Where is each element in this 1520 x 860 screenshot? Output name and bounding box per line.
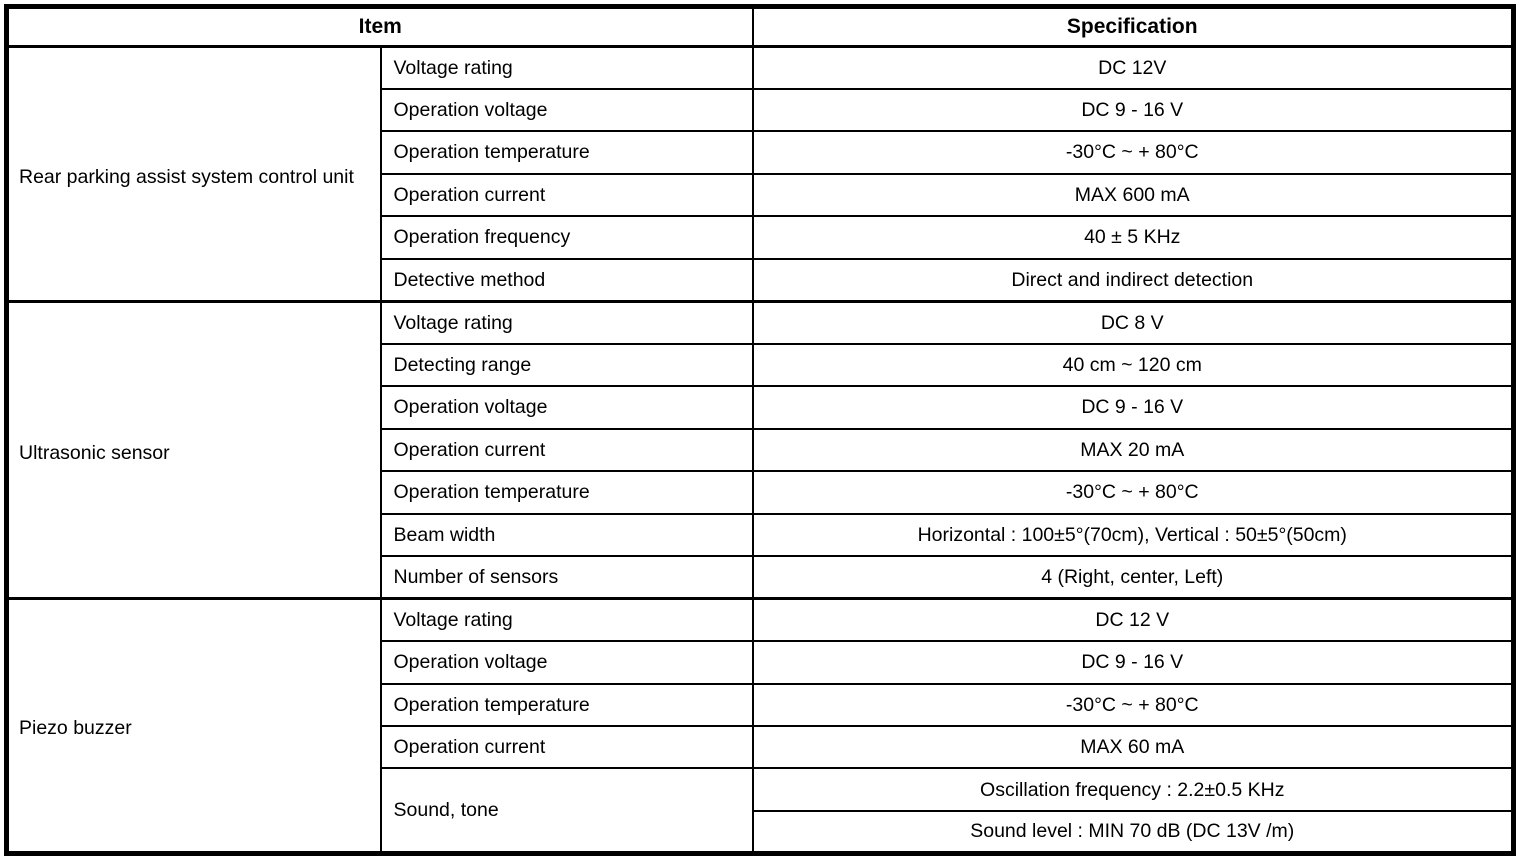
- spec-cell: 40 cm ~ 120 cm: [751, 342, 1515, 388]
- spec-cell: -30°C ~ + 80°C: [751, 470, 1515, 515]
- table-row: Operation voltage DC 9 - 16 V: [7, 87, 1515, 133]
- table-row: Piezo buzzer Voltage rating DC 12 V: [5, 597, 1515, 855]
- table-row: Sound level : MIN 70 dB (DC 13V /m): [7, 809, 1515, 855]
- spec-cell: -30°C ~ + 80°C: [751, 130, 1515, 175]
- item-cell: Detecting range: [379, 342, 754, 388]
- item-cell: Operation current: [379, 427, 754, 473]
- spec-cell: MAX 20 mA: [751, 427, 1515, 473]
- group-label-control-unit: Rear parking assist system control unit: [5, 45, 382, 303]
- table-row: Operation frequency 40 ± 5 KHz: [7, 215, 1515, 260]
- spec-cell: Sound level : MIN 70 dB (DC 13V /m): [751, 809, 1515, 855]
- header-specification: Specification: [751, 5, 1515, 48]
- table-row: Operation voltage DC 9 - 16 V: [7, 640, 1515, 685]
- item-cell: Operation temperature: [379, 130, 754, 175]
- table-row: Ultrasonic sensor Voltage rating DC 8 V: [5, 299, 1515, 600]
- table-row: Operation voltage DC 9 - 16 V: [7, 385, 1515, 430]
- table-row: Operation current MAX 60 mA: [7, 724, 1515, 770]
- spec-cell: 40 ± 5 KHz: [751, 215, 1515, 260]
- item-cell: Operation current: [379, 172, 754, 218]
- item-cell: Number of sensors: [379, 555, 754, 600]
- spec-cell: -30°C ~ + 80°C: [751, 682, 1515, 728]
- item-cell: Beam width: [379, 512, 754, 558]
- table-row: Sound, tone Oscillation frequency : 2.2±…: [7, 767, 1515, 855]
- spec-cell: DC 12V: [751, 44, 1515, 90]
- item-cell: Voltage rating: [379, 299, 754, 345]
- spec-cell: Direct and indirect detection: [751, 257, 1515, 303]
- spec-cell: DC 9 - 16 V: [751, 385, 1515, 430]
- item-cell-sound-tone: Sound, tone: [379, 767, 754, 855]
- table-row: Beam width Horizontal : 100±5°(70cm), Ve…: [7, 512, 1515, 558]
- spec-cell: MAX 60 mA: [751, 724, 1515, 770]
- specification-table: Item Specification Rear parking assist s…: [4, 4, 1516, 856]
- table-row: Number of sensors 4 (Right, center, Left…: [7, 555, 1515, 600]
- header-row: Item Specification: [5, 5, 1515, 48]
- item-cell: Voltage rating: [379, 44, 754, 90]
- group-label-piezo-buzzer: Piezo buzzer: [5, 597, 382, 855]
- spec-cell: DC 8 V: [751, 299, 1515, 345]
- table-row: Detective method Direct and indirect det…: [7, 257, 1515, 303]
- group-label-ultrasonic-sensor: Ultrasonic sensor: [5, 299, 382, 600]
- header-item: Item: [5, 5, 754, 48]
- spec-cell: Horizontal : 100±5°(70cm), Vertical : 50…: [751, 512, 1515, 558]
- item-cell: Voltage rating: [379, 597, 754, 643]
- spec-cell: Oscillation frequency : 2.2±0.5 KHz: [751, 767, 1515, 812]
- item-cell: Operation temperature: [379, 470, 754, 515]
- item-cell: Operation voltage: [379, 385, 754, 430]
- spec-cell: DC 9 - 16 V: [751, 87, 1515, 133]
- table-row: Operation current MAX 20 mA: [7, 427, 1515, 473]
- spec-cell: MAX 600 mA: [751, 172, 1515, 218]
- spec-cell: DC 9 - 16 V: [751, 640, 1515, 685]
- table-row: Operation temperature -30°C ~ + 80°C: [7, 470, 1515, 515]
- table-row: Operation temperature -30°C ~ + 80°C: [7, 682, 1515, 728]
- item-cell: Operation frequency: [379, 215, 754, 260]
- table-row: Rear parking assist system control unit …: [5, 44, 1515, 303]
- spec-cell: 4 (Right, center, Left): [751, 555, 1515, 600]
- item-cell: Operation current: [379, 724, 754, 770]
- item-cell: Operation voltage: [379, 87, 754, 133]
- table-row: Operation temperature -30°C ~ + 80°C: [7, 130, 1515, 175]
- table-row: Detecting range 40 cm ~ 120 cm: [7, 342, 1515, 388]
- item-cell: Detective method: [379, 257, 754, 303]
- table-row: Operation current MAX 600 mA: [7, 172, 1515, 218]
- item-cell: Operation voltage: [379, 640, 754, 685]
- spec-cell: DC 12 V: [751, 597, 1515, 643]
- item-cell: Operation temperature: [379, 682, 754, 728]
